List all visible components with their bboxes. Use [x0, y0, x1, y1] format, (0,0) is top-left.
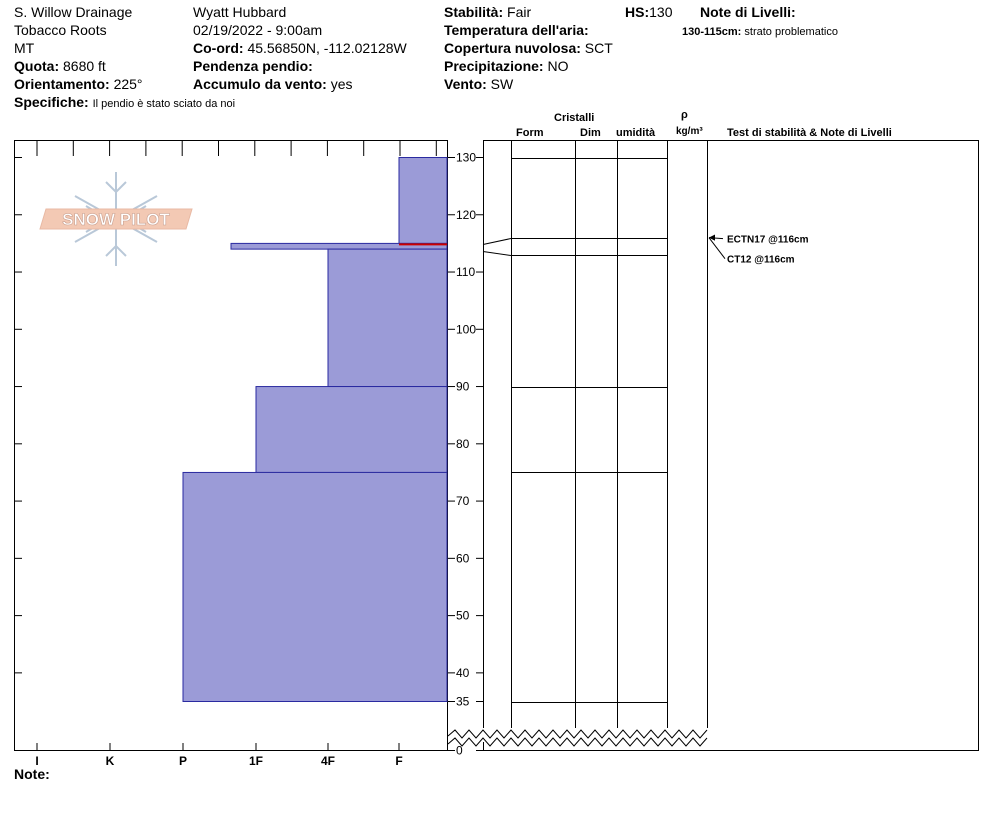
stability-tests-header: Test di stabilità & Note di Livelli [727, 127, 892, 139]
depth-label-3: 100 [456, 322, 476, 336]
stability-tests: ECTN17 @116cm CT12 @116cm [708, 234, 809, 266]
stability: Stabilità: Fair [444, 4, 531, 21]
observer: Wyatt Hubbard [193, 4, 287, 20]
zigzag-line-upper [447, 729, 708, 739]
depth-label-7: 60 [456, 551, 470, 565]
coords-label: Co-ord: [193, 40, 244, 56]
layer-boundaries [482, 158, 667, 703]
cloud-cover: Copertura nuvolosa: SCT [444, 40, 613, 57]
zigzag-mask [448, 728, 708, 742]
depth-axis: 130 120 110 100 90 80 70 60 50 40 35 0 [448, 151, 483, 758]
snow-height: HS:130 [625, 4, 672, 21]
hardness-label-0: I [35, 754, 38, 768]
connector-upper [482, 238, 512, 245]
mountain-range: Tobacco Roots [14, 22, 107, 38]
cloud-value: SCT [584, 40, 613, 56]
hardness-label-5: F [395, 754, 402, 768]
layer-bar-0 [398, 157, 448, 244]
depth-label-5: 80 [456, 437, 470, 451]
layer-note: 130-115cm: strato problematico [682, 24, 838, 41]
wind-loading-value: yes [330, 76, 353, 92]
elevation-label: Quota: [14, 58, 60, 74]
specifics-value: Il pendio è stato sciato da noi [92, 98, 236, 110]
depth-break-zigzag [447, 728, 708, 747]
wind-loading-label: Accumulo da vento: [193, 76, 327, 92]
wind-value: SW [490, 76, 514, 92]
hardness-axis: I K P 1F 4F F [35, 743, 403, 768]
state: MT [14, 40, 35, 56]
layer-note-text: strato problematico [744, 26, 838, 38]
elevation: Quota: 8680 ft [14, 58, 106, 75]
hardness-label-3: 1F [249, 754, 263, 768]
specifics: Specifiche: Il pendio è stato sciato da … [14, 94, 235, 113]
precipitation: Precipitazione: NO [444, 58, 568, 75]
depth-label-1: 120 [456, 208, 476, 222]
density-unit-header: kg/m³ [676, 126, 703, 137]
layer-bar-3 [255, 386, 448, 473]
hardness-label-4: 4F [321, 754, 335, 768]
stability-value: Fair [507, 4, 532, 20]
crystals-header: Cristalli [554, 112, 595, 124]
depth-label-0: 130 [456, 151, 476, 165]
hardness-label-2: P [179, 754, 187, 768]
wind-label: Vento: [444, 76, 487, 92]
aspect: Orientamento: 225° [14, 76, 143, 93]
depth-label-2: 110 [456, 265, 475, 279]
crystal-table [483, 140, 979, 751]
form-header: Form [516, 127, 544, 139]
layer-bar-4 [182, 471, 448, 702]
notes-label: Note: [14, 766, 50, 782]
wind-loading: Accumulo da vento: yes [193, 76, 352, 93]
size-header: Dim [580, 127, 601, 139]
aspect-label: Orientamento: [14, 76, 110, 92]
zigzag-line-lower [447, 737, 708, 747]
left-ticks [14, 157, 22, 674]
specifics-label: Specifiche: [14, 94, 89, 110]
test-arrow-line-1 [708, 237, 726, 259]
test-label-0: ECTN17 @116cm [727, 235, 809, 246]
test-arrow-head-1 [709, 234, 715, 241]
snowpilot-logo: SNOW PILOT [39, 172, 193, 266]
stability-label: Stabilità: [444, 4, 504, 20]
layer-bar-2 [327, 248, 448, 388]
depth-label-9: 40 [456, 666, 470, 680]
hs-label: HS: [625, 4, 650, 20]
coords-value: 45.56850N, -112.02128W [247, 40, 407, 56]
depth-label-11: 0 [456, 744, 463, 758]
test-label-1: CT12 @116cm [727, 255, 795, 266]
slope-label: Pendenza pendio: [193, 58, 313, 74]
layer-note-range: 130-115cm: [682, 26, 742, 38]
wind: Vento: SW [444, 76, 513, 93]
logo-text: SNOW PILOT [62, 210, 170, 229]
precip-label: Precipitazione: [444, 58, 544, 74]
depth-label-8: 50 [456, 609, 470, 623]
aspect-value: 225° [113, 76, 143, 92]
location: S. Willow Drainage [14, 4, 133, 20]
cloud-label: Copertura nuvolosa: [444, 40, 581, 56]
hardness-label-1: K [106, 754, 115, 768]
depth-label-10: 35 [456, 695, 470, 709]
top-ticks [36, 141, 437, 156]
connector-lower [482, 251, 512, 256]
depth-label-4: 90 [456, 380, 470, 394]
hs-value: 130 [649, 4, 673, 20]
moisture-header: umidità [616, 127, 656, 139]
air-temp-label: Temperatura dell'aria: [444, 22, 589, 38]
layer-bars [182, 157, 448, 702]
elevation-value: 8680 ft [63, 58, 106, 74]
depth-label-6: 70 [456, 494, 470, 508]
layer-notes-label: Note di Livelli: [700, 4, 796, 20]
rho-header: ρ [681, 109, 688, 121]
datetime: 02/19/2022 - 9:00am [193, 22, 323, 38]
precip-value: NO [547, 58, 569, 74]
coordinates: Co-ord: 45.56850N, -112.02128W [193, 40, 407, 57]
